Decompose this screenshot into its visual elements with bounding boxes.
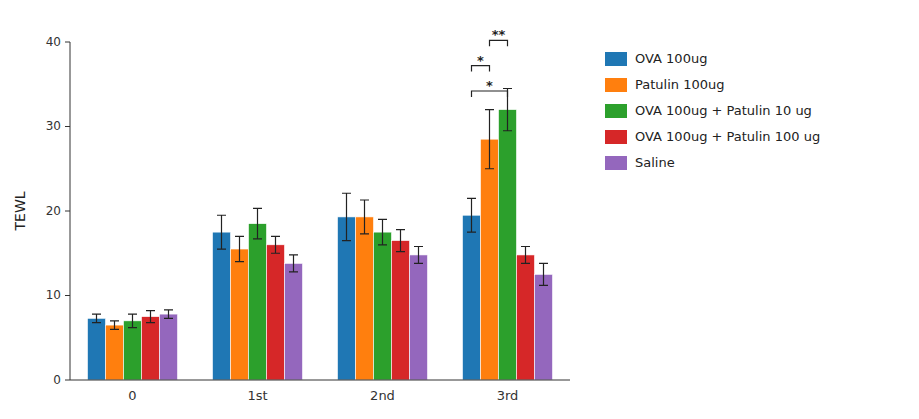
bar [106, 325, 124, 380]
y-tick-label: 10 [46, 288, 61, 302]
legend-swatch [605, 78, 627, 92]
y-tick [65, 295, 70, 296]
bar [481, 139, 499, 380]
legend: OVA 100ug Patulin 100ug OVA 100ug + Patuli… [605, 51, 820, 171]
bar [392, 241, 410, 380]
error-bar [110, 321, 119, 329]
annotation: * [477, 53, 484, 68]
x-tick-label: 1st [247, 388, 267, 403]
bar [231, 249, 249, 380]
bar [410, 255, 428, 380]
y-tick-label: 20 [46, 204, 61, 218]
legend-swatch [605, 52, 627, 66]
x-tick-label: 2nd [370, 388, 395, 403]
error-bar [539, 263, 548, 285]
error-bar [521, 246, 530, 263]
bar [88, 318, 106, 380]
legend-label: OVA 100ug + Patulin 10 ug [635, 103, 812, 118]
legend-label: Patulin 100ug [635, 77, 724, 92]
bar [517, 255, 535, 380]
legend-swatch [605, 104, 627, 118]
legend-label: OVA 100ug [635, 51, 707, 66]
error-bar [253, 208, 262, 238]
error-bar [378, 219, 387, 244]
error-bar [467, 198, 476, 232]
bar [124, 321, 142, 380]
bar [249, 224, 267, 380]
error-bar [92, 314, 101, 322]
annotation: * [486, 78, 493, 93]
error-bar [146, 311, 155, 323]
chart: 010203040TEWL01st2nd3rd****OVA 100ugPatu… [0, 0, 919, 419]
y-tick-label: 40 [46, 35, 61, 49]
y-tick [65, 380, 70, 381]
error-bar [289, 255, 298, 272]
bar [267, 245, 285, 380]
y-tick [65, 126, 70, 127]
y-tick [65, 42, 70, 43]
error-bar [128, 314, 137, 328]
error-bar [342, 193, 351, 240]
error-bar [217, 215, 226, 249]
bar [142, 317, 160, 380]
x-tick-label: 3rd [497, 388, 519, 403]
bar [213, 232, 231, 380]
x-tick-label: 0 [128, 388, 136, 403]
error-bar [414, 246, 423, 263]
legend-label: Saline [635, 155, 675, 170]
annotation: ** [492, 27, 506, 42]
bar [285, 263, 303, 380]
legend-swatch [605, 130, 627, 144]
y-axis: 0 10 20 30 40 [46, 35, 70, 387]
y-tick [65, 211, 70, 212]
bar [499, 110, 517, 380]
bar [338, 217, 356, 380]
y-tick-label: 30 [46, 119, 61, 133]
error-bar [164, 310, 173, 318]
bar [160, 314, 178, 380]
bar [463, 215, 481, 380]
x-axis-line [70, 380, 570, 381]
y-axis-line [70, 42, 71, 380]
legend-swatch [605, 156, 627, 170]
error-bar [360, 200, 369, 234]
error-bar [485, 110, 494, 169]
error-bar [271, 236, 280, 253]
y-tick-label: 0 [53, 373, 61, 387]
error-bar [235, 236, 244, 261]
error-bar [396, 230, 405, 252]
y-axis-label: TEWL [12, 191, 28, 231]
bars [88, 88, 553, 380]
legend-label: OVA 100ug + Patulin 100 ug [635, 129, 820, 144]
bar [374, 232, 392, 380]
bar [535, 274, 553, 380]
bar [356, 217, 374, 380]
